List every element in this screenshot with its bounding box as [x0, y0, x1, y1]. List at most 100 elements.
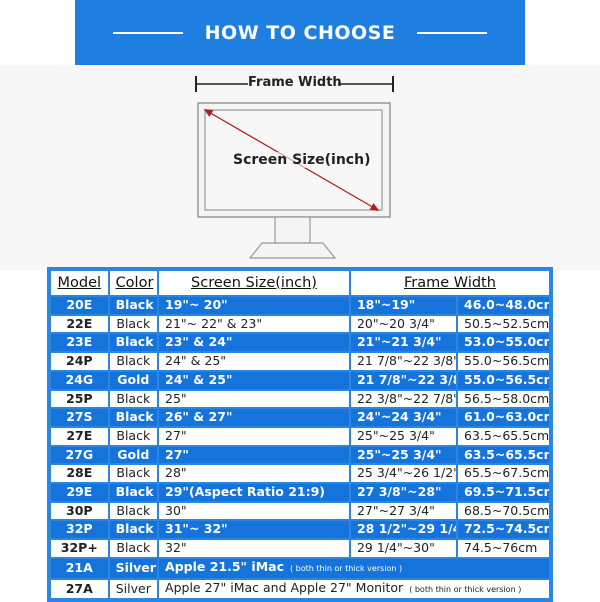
version-note: ( both thin or thick version )	[290, 563, 403, 573]
banner-title: HOW TO CHOOSE	[204, 21, 396, 44]
color-cell: Black	[109, 315, 158, 333]
table-row: 24P Black 24" & 25" 21 7/8"~22 3/8" 55.0~56.…	[51, 353, 549, 370]
frame-width-inch-cell: 28 1/2"~29 1/4"	[350, 521, 457, 539]
banner: HOW TO CHOOSE	[75, 0, 525, 65]
frame-width-cm-cell: 56.5~58.0cm	[458, 390, 549, 408]
table-row: 27S Black 26" & 27" 24"~24 3/4" 61.0~63.0cm	[51, 409, 549, 426]
frame-width-inch-cell: 25"~25 3/4"	[350, 427, 457, 445]
screen-size-cell: 24" & 25"	[159, 353, 349, 370]
apple-model-text: Apple 21.5" iMac	[165, 558, 284, 574]
size-table: Model Color Screen Size(inch) Frame Widt…	[47, 267, 553, 602]
frame-width-inch-cell: 25"~25 3/4"	[350, 446, 457, 464]
frame-width-cm-cell: 46.0~48.0cm	[458, 297, 549, 314]
screen-size-cell: 21"~ 22" & 23"	[159, 315, 349, 333]
divider	[417, 31, 488, 34]
frame-width-inch-cell: 18"~19"	[350, 297, 457, 314]
screen-size-cell: 26" & 27"	[159, 409, 349, 426]
frame-width-inch-cell: 25 3/4"~26 1/2"	[350, 465, 457, 483]
model-cell: 24P	[51, 353, 108, 370]
frame-width-cm-cell: 55.0~56.5cm	[458, 371, 549, 389]
table-row: 25P Black 25" 22 3/8"~22 7/8" 56.5~58.0cm	[51, 390, 549, 408]
frame-width-cm-cell: 50.5~52.5cm	[458, 315, 549, 333]
frame-width-inch-cell: 21 7/8"~22 3/8"	[350, 371, 457, 389]
model-cell: 29E	[51, 484, 108, 501]
screen-size-cell: 31"~ 32"	[159, 521, 349, 539]
color-cell: Black	[109, 465, 158, 483]
color-cell: Gold	[109, 371, 158, 389]
frame-width-cm-cell: 61.0~63.0cm	[458, 409, 549, 426]
frame-width-inch-cell: 20"~20 3/4"	[350, 315, 457, 333]
color-cell: Silver	[109, 558, 158, 578]
frame-width-cm-cell: 65.5~67.5cm	[458, 465, 549, 483]
frame-width-inch-cell: 27 3/8"~28"	[350, 484, 457, 501]
table-row: 29E Black 29"(Aspect Ratio 21:9) 27 3/8"~28…	[51, 484, 549, 501]
color-cell: Black	[109, 540, 158, 557]
color-cell: Black	[109, 409, 158, 426]
screen-size-cell: Apple 27" iMac and Apple 27" Monitor ( bo…	[159, 579, 549, 599]
frame-width-cm-cell: 72.5~74.5cm	[458, 521, 549, 539]
frame-width-cm-cell: 53.0~55.0cm	[458, 334, 549, 352]
monitor-diagram: Frame Width Screen Size(inch)	[0, 65, 600, 270]
header-model: Model	[51, 271, 108, 295]
model-cell: 27A	[51, 579, 108, 599]
screen-size-label: Screen Size(inch)	[233, 152, 371, 168]
color-cell: Black	[109, 353, 158, 370]
frame-width-inch-cell: 27"~27 3/4"	[350, 502, 457, 520]
color-cell: Gold	[109, 446, 158, 464]
color-cell: Silver	[109, 579, 158, 599]
table-row: 23E Black 23" & 24" 21"~21 3/4" 53.0~55.0cm	[51, 334, 549, 352]
version-note: ( both thin or thick version )	[409, 584, 522, 594]
model-cell: 27S	[51, 409, 108, 426]
table-row: 20E Black 19"~ 20" 18"~19" 46.0~48.0cm	[51, 297, 549, 314]
frame-width-cm-cell: 63.5~65.5cm	[458, 446, 549, 464]
frame-width-cm-cell: 74.5~76cm	[458, 540, 549, 557]
frame-width-cm-cell: 68.5~70.5cm	[458, 502, 549, 520]
screen-size-cell: 29"(Aspect Ratio 21:9)	[159, 484, 349, 501]
table-row: 21A Silver Apple 21.5" iMac ( both thin or …	[51, 558, 549, 578]
frame-width-cm-cell: 55.0~56.5cm	[458, 353, 549, 370]
model-cell: 28E	[51, 465, 108, 483]
model-cell: 22E	[51, 315, 108, 333]
model-cell: 21A	[51, 558, 108, 578]
model-cell: 32P	[51, 521, 108, 539]
table-row: 27G Gold 27" 25"~25 3/4" 63.5~65.5cm	[51, 446, 549, 464]
table-row: 28E Black 28" 25 3/4"~26 1/2" 65.5~67.5cm	[51, 465, 549, 483]
model-cell: 30P	[51, 502, 108, 520]
frame-width-inch-cell: 29 1/4"~30"	[350, 540, 457, 557]
header-frame-width: Frame Width	[350, 271, 549, 295]
model-cell: 27G	[51, 446, 108, 464]
frame-width-inch-cell: 22 3/8"~22 7/8"	[350, 390, 457, 408]
color-cell: Black	[109, 502, 158, 520]
screen-size-cell: 30"	[159, 502, 349, 520]
header-color: Color	[109, 271, 158, 295]
screen-size-cell: 24" & 25"	[159, 371, 349, 389]
apple-model-text: Apple 27" iMac and Apple 27" Monitor	[165, 579, 404, 595]
table-row: 30P Black 30" 27"~27 3/4" 68.5~70.5cm	[51, 502, 549, 520]
color-cell: Black	[109, 390, 158, 408]
color-cell: Black	[109, 484, 158, 501]
model-cell: 27E	[51, 427, 108, 445]
model-cell: 25P	[51, 390, 108, 408]
divider	[112, 31, 183, 34]
table-row: 22E Black 21"~ 22" & 23" 20"~20 3/4" 50.5~52…	[51, 315, 549, 333]
frame-width-inch-cell: 21 7/8"~22 3/8"	[350, 353, 457, 370]
screen-size-cell: 25"	[159, 390, 349, 408]
screen-size-cell: 28"	[159, 465, 349, 483]
screen-size-cell: Apple 21.5" iMac ( both thin or thick ver…	[159, 558, 549, 578]
color-cell: Black	[109, 334, 158, 352]
screen-size-cell: 19"~ 20"	[159, 297, 349, 314]
screen-size-cell: 27"	[159, 427, 349, 445]
model-cell: 24G	[51, 371, 108, 389]
frame-width-inch-cell: 24"~24 3/4"	[350, 409, 457, 426]
model-cell: 32P+	[51, 540, 108, 557]
color-cell: Black	[109, 297, 158, 314]
frame-width-cm-cell: 69.5~71.5cm	[458, 484, 549, 501]
table-row: 27E Black 27" 25"~25 3/4" 63.5~65.5cm	[51, 427, 549, 445]
frame-width-inch-cell: 21"~21 3/4"	[350, 334, 457, 352]
table-row: 27A Silver Apple 27" iMac and Apple 27" Mo…	[51, 579, 549, 599]
model-cell: 23E	[51, 334, 108, 352]
color-cell: Black	[109, 521, 158, 539]
header-screen-size: Screen Size(inch)	[159, 271, 349, 295]
table-row: 32P+ Black 32" 29 1/4"~30" 74.5~76cm	[51, 540, 549, 557]
